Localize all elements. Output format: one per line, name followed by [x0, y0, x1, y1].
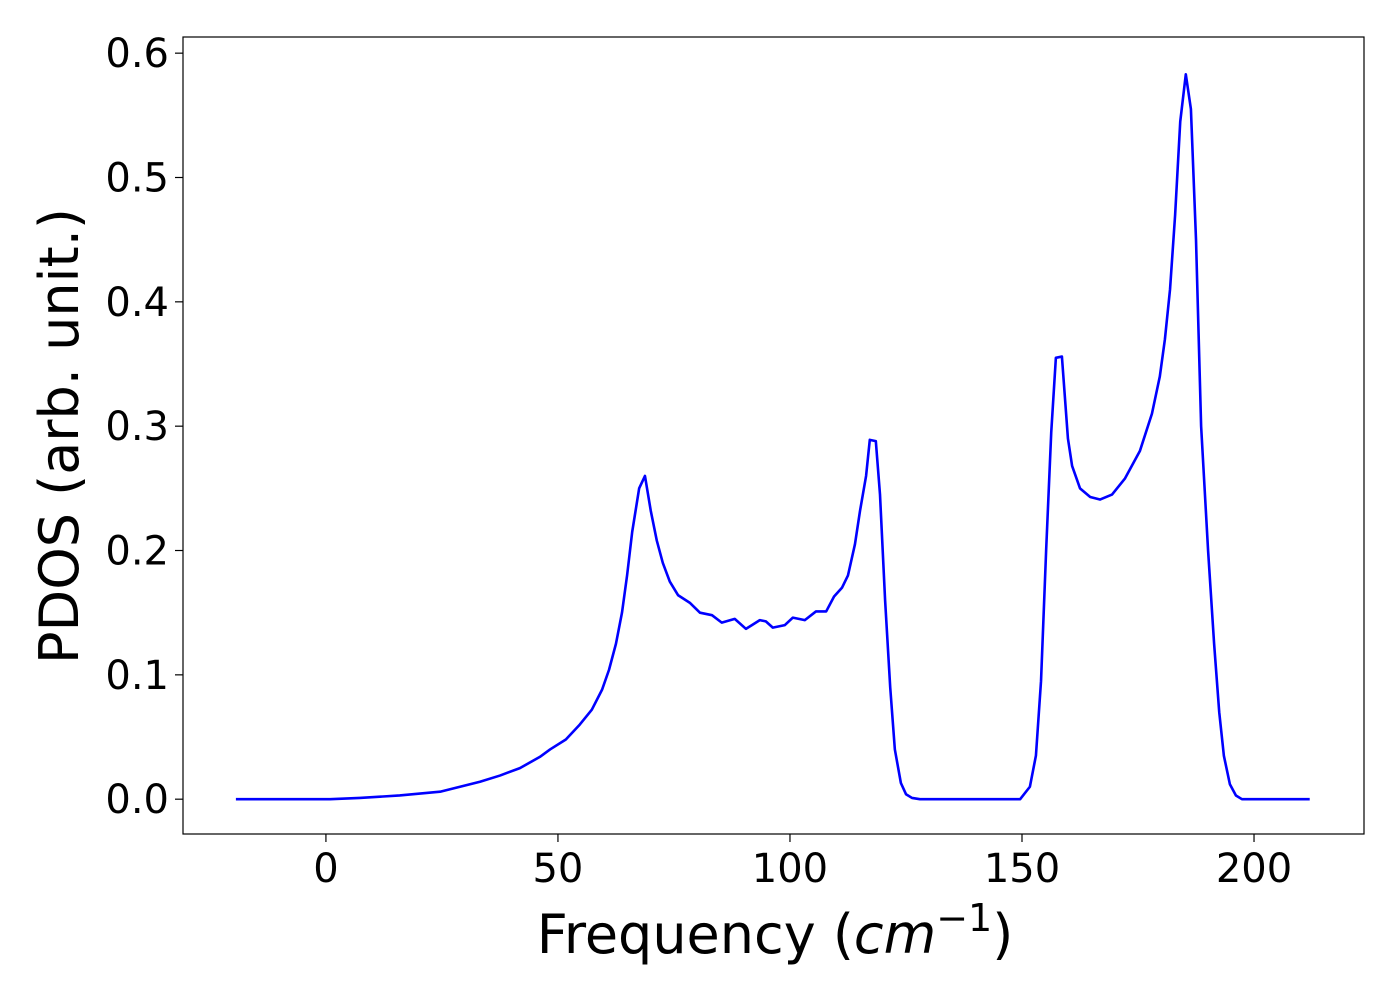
data-line — [235, 73, 1310, 801]
x-tick-label: 100 — [752, 846, 828, 892]
y-tick-label: 0.1 — [105, 653, 169, 699]
plot-frame — [182, 36, 1365, 835]
y-tick-label: 0.6 — [105, 31, 169, 77]
x-axis-label: Frequency (cm−1) — [537, 896, 1014, 966]
x-tick-label: 150 — [984, 846, 1060, 892]
y-tick-label: 0.0 — [105, 777, 169, 823]
y-tick-label: 0.4 — [105, 280, 169, 326]
x-tick-label: 50 — [532, 846, 583, 892]
x-tick-label: 200 — [1216, 846, 1292, 892]
y-tick-label: 0.5 — [105, 156, 169, 202]
y-axis-label: PDOS (arb. unit.) — [28, 208, 91, 664]
y-tick-label: 0.2 — [105, 529, 169, 575]
x-label-math: cm — [854, 903, 936, 966]
x-label-text: Frequency ( — [537, 903, 854, 966]
x-label-sup: −1 — [936, 896, 992, 940]
x-tick-label: 0 — [313, 846, 338, 892]
y-tick-label: 0.3 — [105, 404, 169, 450]
x-label-close: ) — [992, 903, 1013, 966]
